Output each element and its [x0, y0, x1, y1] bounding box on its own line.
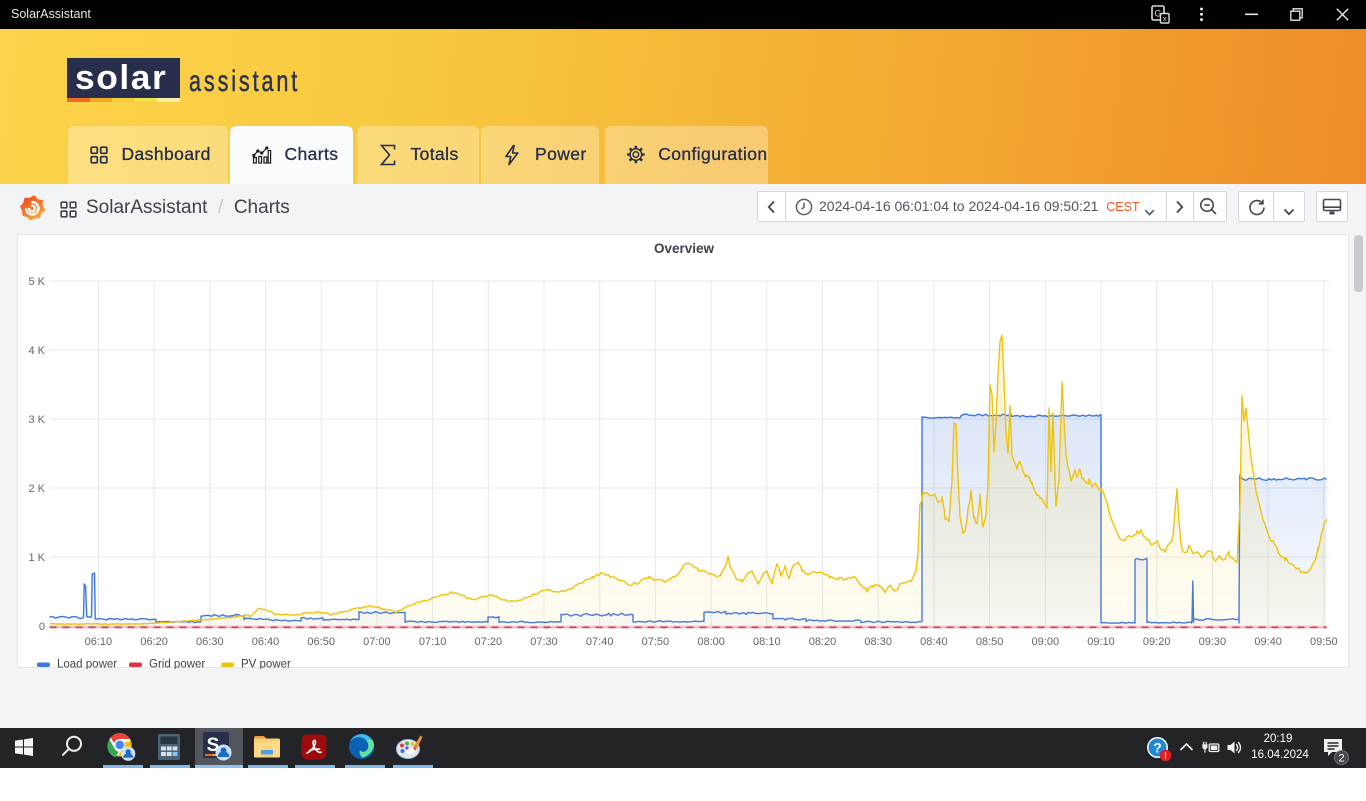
svg-text:09:30: 09:30: [1199, 636, 1227, 648]
svg-text:2: 2: [1338, 753, 1344, 765]
svg-text:08:10: 08:10: [753, 636, 781, 648]
svg-text:PV power: PV power: [241, 659, 291, 670]
svg-text:08:20: 08:20: [809, 636, 837, 648]
svg-text:08:40: 08:40: [920, 636, 948, 648]
svg-text:x: x: [1163, 14, 1167, 23]
svg-text:09:20: 09:20: [1143, 636, 1171, 648]
svg-text:06:20: 06:20: [140, 636, 168, 648]
svg-text:3 K: 3 K: [28, 414, 45, 426]
svg-text:09:10: 09:10: [1087, 636, 1115, 648]
svg-text:07:50: 07:50: [642, 636, 670, 648]
svg-text:1 K: 1 K: [28, 552, 45, 564]
svg-text:Load power: Load power: [57, 659, 117, 670]
svg-text:08:30: 08:30: [864, 636, 892, 648]
svg-text:06:10: 06:10: [85, 636, 113, 648]
svg-text:Grid power: Grid power: [149, 659, 205, 670]
svg-text:08:00: 08:00: [697, 636, 725, 648]
svg-text:09:40: 09:40: [1254, 636, 1282, 648]
svg-text:G: G: [1154, 9, 1161, 19]
svg-text:06:50: 06:50: [307, 636, 335, 648]
svg-text:5 K: 5 K: [28, 276, 45, 288]
svg-text:07:00: 07:00: [363, 636, 391, 648]
svg-text:07:30: 07:30: [530, 636, 558, 648]
svg-text:07:40: 07:40: [586, 636, 614, 648]
svg-text:06:30: 06:30: [196, 636, 224, 648]
svg-text:09:50: 09:50: [1310, 636, 1338, 648]
svg-text:?: ?: [1153, 740, 1162, 756]
svg-text:!: !: [1164, 751, 1167, 761]
svg-text:07:10: 07:10: [419, 636, 447, 648]
svg-text:0: 0: [39, 621, 45, 633]
svg-text:07:20: 07:20: [475, 636, 503, 648]
svg-text:08:50: 08:50: [976, 636, 1004, 648]
svg-text:06:40: 06:40: [252, 636, 280, 648]
svg-text:2 K: 2 K: [28, 483, 45, 495]
svg-text:4 K: 4 K: [28, 345, 45, 357]
svg-text:09:00: 09:00: [1032, 636, 1060, 648]
